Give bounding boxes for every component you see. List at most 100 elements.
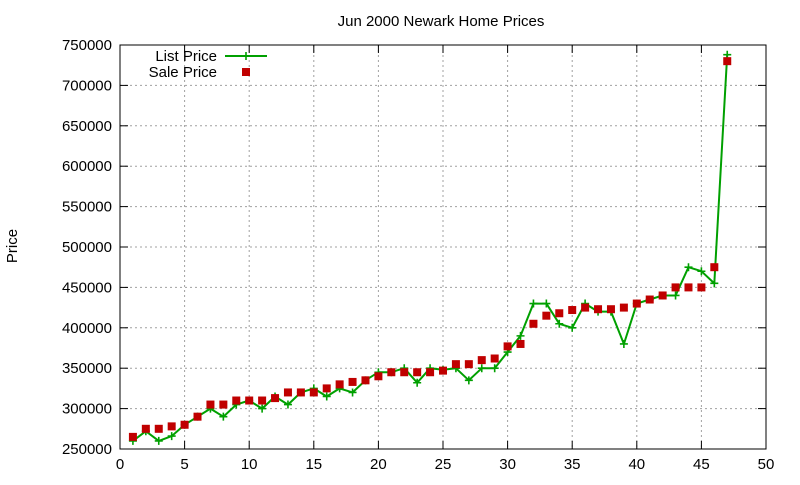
sale-price-point bbox=[439, 366, 447, 375]
sale-price-point bbox=[283, 388, 292, 397]
y-tick-label: 400000 bbox=[62, 320, 112, 337]
x-tick-label: 20 bbox=[370, 456, 387, 473]
list-price-point bbox=[671, 291, 680, 300]
sale-price-point bbox=[374, 372, 383, 381]
y-tick-label: 650000 bbox=[62, 118, 112, 135]
x-tick-label: 5 bbox=[180, 456, 188, 473]
x-tick-label: 45 bbox=[693, 456, 710, 473]
sale-price-point bbox=[128, 432, 137, 441]
sale-price-point bbox=[180, 420, 189, 429]
sale-price-point bbox=[632, 299, 641, 308]
grid bbox=[120, 45, 766, 449]
list-price-point bbox=[477, 364, 486, 373]
x-tick-label: 10 bbox=[241, 456, 258, 473]
sale-price-point bbox=[296, 388, 305, 397]
sale-price-point bbox=[193, 412, 202, 421]
sale-price-point bbox=[335, 380, 344, 389]
legend-marker-sale-price bbox=[242, 68, 250, 76]
y-axis-label: Price bbox=[4, 229, 21, 263]
x-tick-label: 35 bbox=[564, 456, 581, 473]
sale-price-point bbox=[387, 368, 396, 377]
y-tick-label: 450000 bbox=[62, 279, 112, 296]
sale-price-point bbox=[529, 319, 538, 328]
sale-price-point bbox=[658, 291, 667, 300]
sale-price-point bbox=[477, 356, 486, 365]
list-price-point bbox=[710, 279, 719, 288]
list-price-point bbox=[555, 319, 564, 328]
sale-price-point bbox=[413, 368, 422, 377]
sale-price-point bbox=[555, 309, 564, 318]
list-price-point bbox=[322, 392, 331, 401]
list-price-point bbox=[697, 267, 706, 276]
list-price-point bbox=[542, 299, 551, 308]
x-tick-label: 50 bbox=[758, 456, 775, 473]
list-price-point bbox=[258, 404, 267, 413]
sale-price-point bbox=[426, 368, 435, 377]
sale-price-point bbox=[542, 311, 551, 320]
sale-price-point bbox=[464, 360, 473, 369]
x-tick-label: 0 bbox=[116, 456, 124, 473]
sale-price-point bbox=[154, 424, 163, 433]
sale-price-point bbox=[451, 360, 460, 369]
sale-price-point bbox=[684, 283, 693, 292]
x-tick-label: 30 bbox=[499, 456, 516, 473]
y-tick-label: 350000 bbox=[62, 360, 112, 377]
y-tick-label: 250000 bbox=[62, 441, 112, 458]
list-price-point bbox=[619, 339, 628, 348]
x-tick-label: 25 bbox=[435, 456, 452, 473]
sale-price-point bbox=[206, 400, 215, 409]
axis-ticks: 0 5 10 15 20 25 30 35 40 45 50 250000 300000 350000 40… bbox=[62, 37, 774, 473]
x-tick-label: 15 bbox=[305, 456, 322, 473]
y-tick-label: 550000 bbox=[62, 199, 112, 216]
list-price-point bbox=[516, 331, 525, 340]
sale-price-point bbox=[516, 339, 525, 348]
list-price-point bbox=[464, 376, 473, 385]
sale-price-point bbox=[309, 388, 318, 397]
y-tick-label: 300000 bbox=[62, 401, 112, 418]
list-price-point bbox=[684, 263, 693, 272]
sale-price-point bbox=[503, 342, 512, 351]
sale-price-point bbox=[258, 396, 267, 405]
list-price-point bbox=[283, 400, 292, 409]
x-tick-label: 40 bbox=[628, 456, 645, 473]
sale-price-point bbox=[710, 263, 719, 272]
sale-price-point bbox=[581, 303, 590, 312]
sale-price-point bbox=[723, 57, 732, 66]
list-price-point bbox=[413, 378, 422, 387]
series-group bbox=[128, 50, 732, 445]
sale-price-point bbox=[619, 303, 628, 312]
sale-price-point bbox=[322, 384, 331, 393]
y-tick-label: 600000 bbox=[62, 158, 112, 175]
sale-price-point bbox=[219, 400, 228, 409]
sale-price-point bbox=[671, 283, 680, 292]
sale-price-point bbox=[245, 396, 254, 405]
y-tick-label: 750000 bbox=[62, 37, 112, 54]
list-price-point bbox=[568, 323, 577, 332]
y-tick-label: 500000 bbox=[62, 239, 112, 256]
sale-price-point bbox=[361, 376, 370, 385]
list-price-point bbox=[529, 299, 538, 308]
sale-price-point bbox=[568, 306, 577, 315]
list-price-point bbox=[490, 364, 499, 373]
list-price-point bbox=[219, 412, 228, 421]
sale-price-point bbox=[594, 305, 603, 314]
sale-price-point bbox=[271, 394, 280, 403]
list-price-point bbox=[348, 388, 357, 397]
sale-price-point bbox=[400, 368, 409, 377]
sale-price-point bbox=[167, 422, 176, 431]
chart-title: Jun 2000 Newark Home Prices bbox=[338, 13, 545, 30]
sale-price-point bbox=[697, 283, 706, 292]
list-price-point bbox=[167, 432, 176, 441]
legend-label-list-price: List Price bbox=[155, 48, 217, 65]
sale-price-point bbox=[645, 295, 654, 304]
legend-marker-list-price bbox=[242, 52, 250, 60]
legend-label-sale-price: Sale Price bbox=[149, 64, 217, 81]
sale-price-point bbox=[232, 396, 241, 405]
sale-price-point bbox=[348, 377, 357, 386]
sale-price-point bbox=[141, 424, 150, 433]
sale-price-point bbox=[490, 354, 499, 363]
